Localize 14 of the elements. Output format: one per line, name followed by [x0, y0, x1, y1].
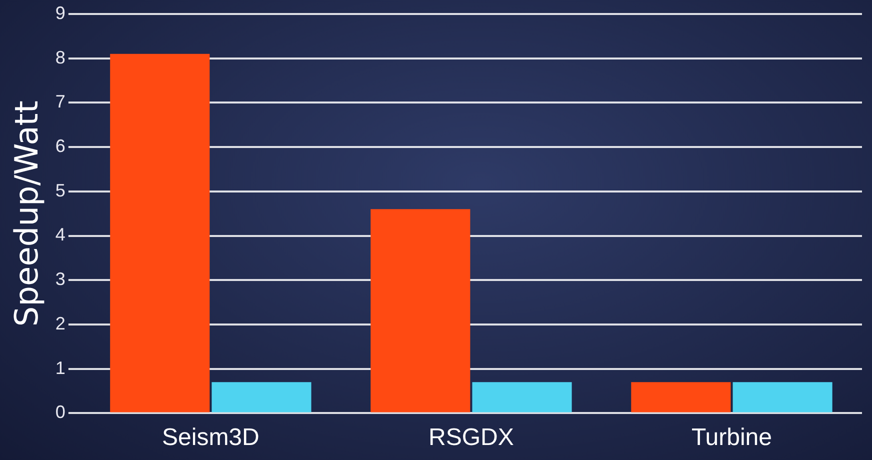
y-tick-label: 2 [55, 313, 66, 334]
y-tick-label: 5 [55, 180, 66, 200]
x-tick-label: RSGDX [428, 424, 514, 452]
y-tick-label: 7 [55, 92, 66, 112]
y-tick-label: 8 [55, 47, 66, 68]
y-tick-label: 1 [55, 358, 66, 378]
y-tick-label: 3 [55, 269, 66, 290]
y-axis-title: Speedup/Watt [8, 100, 46, 327]
y-tick-label: 6 [55, 136, 66, 156]
x-tick-label: Seism3D [162, 424, 260, 452]
y-tick-label: 0 [55, 402, 66, 422]
y-tick-label: 9 [55, 2, 66, 23]
x-tick-label: Turbine [691, 424, 772, 452]
y-tick-label: 4 [55, 224, 66, 245]
